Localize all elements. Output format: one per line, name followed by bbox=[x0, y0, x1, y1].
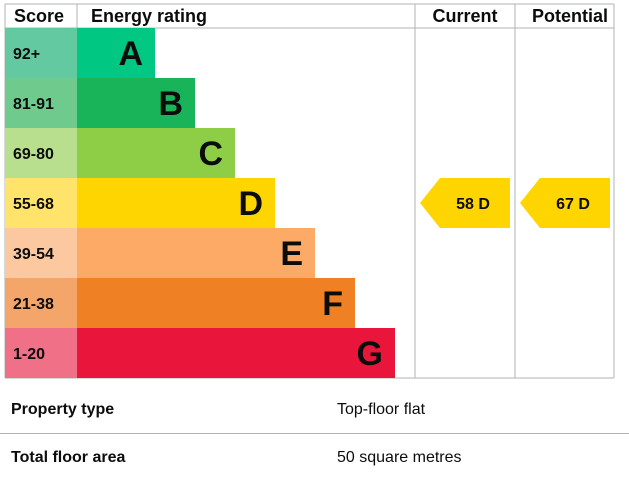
score-label: 69-80 bbox=[13, 146, 54, 163]
potential-rating-arrow-shape bbox=[520, 178, 610, 228]
property-type-row: Property type Top-floor flat bbox=[0, 386, 629, 433]
band-f: 21-38 F bbox=[5, 278, 355, 328]
score-label: 81-91 bbox=[13, 96, 54, 113]
property-type-label: Property type bbox=[11, 400, 115, 418]
band-b: 81-91 B bbox=[5, 78, 195, 128]
rating-arrows: 58 D 67 D bbox=[420, 178, 610, 228]
band-bar bbox=[77, 78, 195, 128]
score-cell bbox=[5, 28, 77, 78]
floor-area-row: Total floor area 50 square metres bbox=[0, 433, 629, 481]
epc-rating-chart: Score Energy rating Current Potential 92… bbox=[4, 3, 615, 379]
band-d: 55-68 D bbox=[5, 178, 275, 228]
score-label: 92+ bbox=[13, 46, 40, 63]
score-cell bbox=[5, 128, 77, 178]
band-e: 39-54 E bbox=[5, 228, 315, 278]
band-bar bbox=[77, 28, 155, 78]
band-c: 69-80 C bbox=[5, 128, 235, 178]
rating-bands: 92+ A 81-91 B 69-80 C 55-68 D 39-54 E 21-38 F 1-20 G bbox=[5, 28, 395, 378]
score-label: 1-20 bbox=[13, 346, 45, 363]
header-current: Current bbox=[432, 6, 497, 26]
band-letter: E bbox=[280, 235, 303, 273]
band-bar bbox=[77, 228, 315, 278]
current-rating-arrow-shape bbox=[420, 178, 510, 228]
score-cell bbox=[5, 78, 77, 128]
header-energy-rating: Energy rating bbox=[91, 6, 207, 26]
band-a: 92+ A bbox=[5, 28, 155, 78]
band-bar bbox=[77, 328, 395, 378]
header-score: Score bbox=[14, 6, 64, 26]
score-label: 39-54 bbox=[13, 246, 54, 263]
score-label: 21-38 bbox=[13, 296, 54, 313]
band-letter: A bbox=[118, 35, 143, 73]
score-cell bbox=[5, 178, 77, 228]
potential-rating-arrow: 67 D bbox=[520, 178, 610, 228]
band-letter: D bbox=[238, 185, 263, 223]
band-bar bbox=[77, 128, 235, 178]
potential-rating-arrow-label: 67 D bbox=[556, 196, 590, 213]
floor-area-value: 50 square metres bbox=[337, 448, 462, 466]
band-g: 1-20 G bbox=[5, 328, 395, 378]
floor-area-label: Total floor area bbox=[11, 448, 126, 466]
current-rating-arrow: 58 D bbox=[420, 178, 510, 228]
band-letter: C bbox=[198, 135, 223, 173]
score-cell bbox=[5, 328, 77, 378]
property-type-value: Top-floor flat bbox=[337, 400, 426, 418]
band-letter: B bbox=[158, 85, 183, 123]
header-potential: Potential bbox=[532, 6, 608, 26]
band-bar bbox=[77, 178, 275, 228]
band-letter: F bbox=[322, 285, 343, 323]
property-details: Property type Top-floor flat Total floor… bbox=[0, 386, 629, 481]
score-label: 55-68 bbox=[13, 196, 54, 213]
chart-headers: Score Energy rating Current Potential bbox=[14, 6, 608, 26]
score-cell bbox=[5, 228, 77, 278]
score-cell bbox=[5, 278, 77, 328]
current-rating-arrow-label: 58 D bbox=[456, 196, 490, 213]
band-letter: G bbox=[357, 335, 383, 373]
band-bar bbox=[77, 278, 355, 328]
